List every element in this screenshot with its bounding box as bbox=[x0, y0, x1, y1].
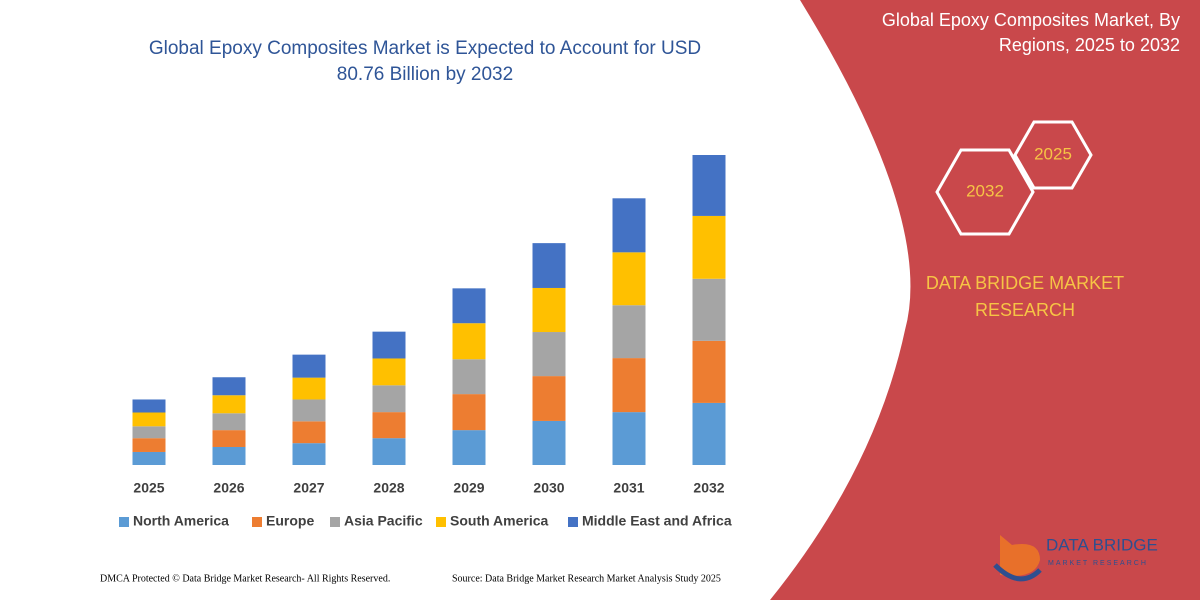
legend-label: North America bbox=[133, 513, 229, 529]
bar-segment bbox=[452, 323, 486, 360]
title-box: Global Epoxy Composites Market is Expect… bbox=[148, 38, 702, 85]
bar-segment bbox=[692, 215, 726, 279]
bar-segment bbox=[452, 359, 486, 395]
footer-left: DMCA Protected © Data Bridge Market Rese… bbox=[100, 573, 390, 584]
logo-icon bbox=[1000, 535, 1040, 576]
bar-segment bbox=[612, 305, 646, 359]
bar-segment bbox=[532, 287, 566, 333]
bar-segment bbox=[612, 252, 646, 306]
bar-segment bbox=[692, 402, 726, 465]
logo-swoosh bbox=[993, 563, 1042, 582]
bar-segment bbox=[292, 421, 326, 444]
chart-title: Global Epoxy Composites Market is Expect… bbox=[148, 38, 702, 85]
legend-swatch bbox=[436, 517, 446, 527]
x-tick-label: 2032 bbox=[693, 480, 724, 496]
bar-segment bbox=[212, 446, 246, 465]
bar-segment bbox=[372, 358, 406, 386]
legend-label: Asia Pacific bbox=[344, 513, 423, 529]
bar-segment bbox=[212, 395, 246, 414]
bar-segment bbox=[532, 376, 566, 421]
logo-tagline: MARKET RESEARCH bbox=[1048, 560, 1148, 567]
footer-right: Source: Data Bridge Market Research Mark… bbox=[452, 573, 721, 584]
bar-segment bbox=[612, 198, 646, 253]
bar-segment bbox=[452, 394, 486, 431]
bar-segment bbox=[292, 399, 326, 422]
legend-swatch bbox=[330, 517, 340, 527]
panel-title-box: Global Epoxy Composites Market, By Regio… bbox=[881, 10, 1180, 55]
hex-label: 2025 bbox=[1034, 144, 1072, 163]
hexagon bbox=[1013, 120, 1093, 190]
bar-segment bbox=[612, 358, 646, 413]
brand: DATA BRIDGE MARKET RESEARCH bbox=[925, 273, 1125, 320]
bar-segment bbox=[132, 451, 166, 465]
bar-segment bbox=[372, 385, 406, 413]
bar-segment bbox=[292, 354, 326, 378]
bar-segment bbox=[212, 413, 246, 431]
bar-segment bbox=[532, 420, 566, 465]
bar-segment bbox=[292, 443, 326, 465]
bar-segment bbox=[532, 332, 566, 377]
x-tick-label: 2028 bbox=[373, 480, 404, 496]
legend-swatch bbox=[119, 517, 129, 527]
legend-label: Europe bbox=[266, 513, 314, 529]
bar-segment bbox=[132, 399, 166, 413]
bar-segment bbox=[212, 430, 246, 447]
legend-swatch bbox=[252, 517, 262, 527]
bar-segment bbox=[372, 331, 406, 359]
panel-title: Global Epoxy Composites Market, By Regio… bbox=[881, 10, 1180, 55]
bar-segment bbox=[532, 243, 566, 288]
x-tick-label: 2029 bbox=[453, 480, 484, 496]
legend-swatch bbox=[568, 517, 578, 527]
x-tick-label: 2025 bbox=[133, 480, 164, 496]
bar-segment bbox=[132, 412, 166, 427]
bar-segment bbox=[452, 430, 486, 465]
bar-segment bbox=[212, 377, 246, 396]
bar-segment bbox=[372, 438, 406, 465]
hex-label: 2032 bbox=[966, 181, 1004, 200]
bar-segment bbox=[292, 377, 326, 400]
hexagon bbox=[935, 148, 1035, 236]
bar-segment bbox=[452, 288, 486, 324]
bar-segment bbox=[372, 412, 406, 439]
logo-name: DATA BRIDGE bbox=[1046, 535, 1158, 554]
bar-segment bbox=[692, 278, 726, 341]
x-tick-label: 2027 bbox=[293, 480, 324, 496]
legend-label: Middle East and Africa bbox=[582, 513, 732, 529]
bar-segment bbox=[132, 438, 166, 452]
legend-label: South America bbox=[450, 513, 548, 529]
bar-segment bbox=[692, 155, 726, 216]
bar-segment bbox=[692, 340, 726, 403]
x-tick-label: 2030 bbox=[533, 480, 564, 496]
brand-box: DATA BRIDGE MARKET RESEARCH bbox=[925, 273, 1125, 320]
bar-segment bbox=[132, 426, 166, 439]
bar-segment bbox=[612, 412, 646, 465]
side-panel bbox=[770, 0, 1200, 600]
x-tick-label: 2026 bbox=[213, 480, 244, 496]
x-tick-label: 2031 bbox=[613, 480, 644, 496]
